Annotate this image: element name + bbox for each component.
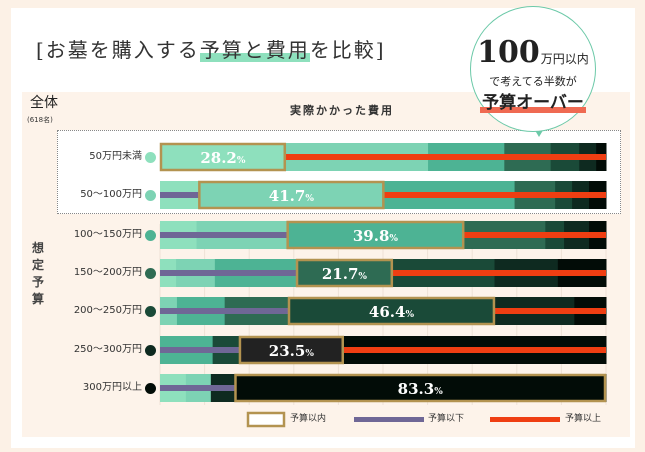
within-budget-box xyxy=(295,258,394,288)
callout-line2: で考えてる半数が xyxy=(489,75,577,88)
over-budget-line xyxy=(384,192,606,198)
legend-within-swatch xyxy=(246,411,286,428)
callout-tail xyxy=(533,127,545,137)
data-label: 39.8% xyxy=(353,227,399,245)
row-dot xyxy=(145,267,156,279)
chart-title: [お墓を購入する予算と費用を比較] xyxy=(36,38,386,62)
row-dot xyxy=(145,305,156,317)
title-highlight: 予算と費用 xyxy=(199,38,310,62)
row-label: 150〜200万円 xyxy=(73,267,142,278)
callout-line3: 予算オーバー xyxy=(480,93,586,113)
within-budget-box xyxy=(238,335,345,365)
legend-over-swatch xyxy=(490,417,560,422)
row-dot xyxy=(145,344,156,356)
sample-size: (618名) xyxy=(27,116,53,124)
title-suffix: を比較] xyxy=(309,38,386,62)
row-dot xyxy=(145,189,156,201)
row-label: 300万円以上 xyxy=(82,382,142,393)
within-budget-box xyxy=(286,220,465,250)
below-budget-line xyxy=(160,232,287,238)
row-dot xyxy=(145,382,156,394)
row-label: 50〜100万円 xyxy=(80,189,142,200)
data-label: 46.4% xyxy=(369,303,415,321)
legend-label: 予算以下 xyxy=(428,414,465,424)
over-budget-line xyxy=(392,270,606,276)
data-label: 83.3% xyxy=(398,380,444,398)
below-budget-line xyxy=(160,308,289,314)
title-prefix: [お墓を購入する xyxy=(36,38,200,62)
over-budget-line xyxy=(494,308,606,314)
below-budget-line xyxy=(160,385,235,391)
callout-number: 100 xyxy=(477,35,540,70)
row-label: 50万円未満 xyxy=(89,151,142,162)
over-budget-line xyxy=(343,347,606,353)
legend-label: 予算以内 xyxy=(290,414,327,424)
legend-label: 予算以上 xyxy=(565,414,602,424)
row-label: 200〜250万円 xyxy=(73,305,142,316)
x-axis-label: 実際かかった費用 xyxy=(290,104,394,117)
within-budget-box xyxy=(287,296,496,326)
row-label: 100〜150万円 xyxy=(73,229,142,240)
row-dot xyxy=(145,229,156,241)
below-budget-line xyxy=(160,347,239,353)
within-budget-box xyxy=(234,373,607,403)
below-budget-line xyxy=(160,192,199,198)
row-label: 250〜300万円 xyxy=(73,344,142,355)
data-label: 23.5% xyxy=(269,342,315,360)
overall-label: 全体 xyxy=(30,95,58,111)
within-budget-box xyxy=(159,142,287,172)
callout-bubble: 100万円以内 で考えてる半数が 予算オーバー xyxy=(470,6,596,132)
data-label: 41.7% xyxy=(269,187,315,205)
below-budget-line xyxy=(160,270,297,276)
row-dot xyxy=(145,151,156,163)
data-label: 21.7% xyxy=(322,265,368,283)
within-budget-box xyxy=(198,180,385,210)
y-axis-label: 想定予算 xyxy=(31,241,44,306)
callout-unit: 万円以内 xyxy=(540,52,589,66)
over-budget-line xyxy=(464,232,606,238)
over-budget-line xyxy=(285,154,606,160)
legend-below-swatch xyxy=(354,417,424,422)
data-label: 28.2% xyxy=(200,149,246,167)
